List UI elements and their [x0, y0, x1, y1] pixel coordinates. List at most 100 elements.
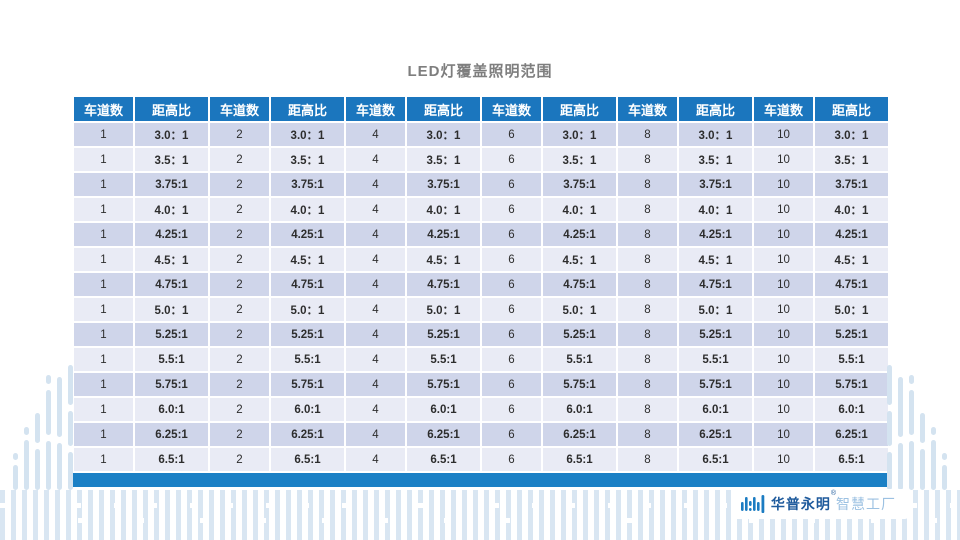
ratio-cell: 4.75:1 — [543, 273, 616, 296]
lane-cell: 2 — [210, 148, 269, 171]
lane-cell: 2 — [210, 348, 269, 371]
ratio-cell: 3.75:1 — [135, 173, 208, 196]
lane-cell: 1 — [74, 373, 133, 396]
column-header: 车道数 — [74, 97, 133, 121]
lane-cell: 8 — [618, 123, 677, 146]
lane-cell: 8 — [618, 348, 677, 371]
ratio-cell: 5.0：1 — [543, 298, 616, 321]
ratio-cell: 4.25:1 — [815, 223, 888, 246]
ratio-cell: 3.0：1 — [271, 123, 344, 146]
ratio-cell: 6.0:1 — [679, 398, 752, 421]
column-header: 距高比 — [271, 97, 344, 121]
lane-cell: 10 — [754, 198, 813, 221]
lane-cell: 6 — [482, 223, 541, 246]
ratio-cell: 3.75:1 — [271, 173, 344, 196]
table-row: 1 6.0:1 2 6.0:1 4 6.0:1 6 6.0:1 8 6.0:1 10 6.0:1 — [74, 398, 888, 421]
lane-cell: 6 — [482, 448, 541, 471]
lane-cell: 10 — [754, 273, 813, 296]
lane-cell: 4 — [346, 223, 405, 246]
lane-cell: 2 — [210, 373, 269, 396]
ratio-cell: 4.0：1 — [543, 198, 616, 221]
ratio-cell: 3.75:1 — [407, 173, 480, 196]
column-header: 距高比 — [679, 97, 752, 121]
column-header: 距高比 — [407, 97, 480, 121]
ratio-cell: 4.0：1 — [271, 198, 344, 221]
table-row: 1 4.75:1 2 4.75:1 4 4.75:1 6 4.75:1 8 4.75:1 10 4.7… — [74, 273, 888, 296]
lane-cell: 8 — [618, 173, 677, 196]
ratio-cell: 3.5：1 — [271, 148, 344, 171]
ratio-cell: 5.75:1 — [815, 373, 888, 396]
lane-cell: 6 — [482, 323, 541, 346]
ratio-cell: 5.5:1 — [407, 348, 480, 371]
lane-cell: 2 — [210, 223, 269, 246]
table-row: 1 5.5:1 2 5.5:1 4 5.5:1 6 5.5:1 8 5.5:1 10 5.5:1 — [74, 348, 888, 371]
ratio-cell: 6.0:1 — [135, 398, 208, 421]
lane-cell: 2 — [210, 198, 269, 221]
lane-cell: 10 — [754, 448, 813, 471]
brand-primary-text: 华普永明 — [770, 496, 831, 512]
column-header: 距高比 — [815, 97, 888, 121]
column-header: 车道数 — [210, 97, 269, 121]
lane-cell: 6 — [482, 423, 541, 446]
lane-cell: 8 — [618, 398, 677, 421]
header-row: 车道数 距高比 车道数 距高比 车道数 距高比 车道数 距高比 车道数 距高比 车道数 距高比 — [74, 97, 888, 121]
lane-cell: 10 — [754, 323, 813, 346]
ratio-cell: 3.0：1 — [135, 123, 208, 146]
table-row: 1 6.5:1 2 6.5:1 4 6.5:1 6 6.5:1 8 6.5:1 10 6.5:1 — [74, 448, 888, 471]
ratio-cell: 3.0：1 — [543, 123, 616, 146]
ratio-cell: 5.25:1 — [271, 323, 344, 346]
ratio-cell: 6.25:1 — [271, 423, 344, 446]
lane-cell: 4 — [346, 323, 405, 346]
lane-cell: 6 — [482, 348, 541, 371]
brand-name-text: 华普永明®智慧工厂 — [770, 490, 896, 514]
brand-secondary-text: 智慧工厂 — [836, 496, 896, 512]
ratio-cell: 5.75:1 — [271, 373, 344, 396]
lane-cell: 10 — [754, 398, 813, 421]
table-row: 1 6.25:1 2 6.25:1 4 6.25:1 6 6.25:1 8 6.25:1 10 6.2… — [74, 423, 888, 446]
ratio-cell: 3.0：1 — [815, 123, 888, 146]
table-row: 1 4.0：1 2 4.0：1 4 4.0：1 6 4.0：1 8 4.0：1 10 4.0：1 — [74, 198, 888, 221]
lane-cell: 1 — [74, 148, 133, 171]
lane-cell: 2 — [210, 273, 269, 296]
ratio-cell: 4.5：1 — [135, 248, 208, 271]
lane-cell: 1 — [74, 348, 133, 371]
lane-cell: 1 — [74, 273, 133, 296]
ratio-cell: 3.5：1 — [135, 148, 208, 171]
ratio-cell: 5.0：1 — [271, 298, 344, 321]
lane-cell: 10 — [754, 348, 813, 371]
ratio-cell: 3.5：1 — [407, 148, 480, 171]
table-row: 1 5.0：1 2 5.0：1 4 5.0：1 6 5.0：1 8 5.0：1 10 5.0：1 — [74, 298, 888, 321]
lane-cell: 4 — [346, 298, 405, 321]
ratio-cell: 3.75:1 — [815, 173, 888, 196]
lane-cell: 6 — [482, 298, 541, 321]
lane-cell: 6 — [482, 148, 541, 171]
ratio-cell: 6.5:1 — [407, 448, 480, 471]
ratio-cell: 4.5：1 — [407, 248, 480, 271]
lane-cell: 4 — [346, 173, 405, 196]
lane-cell: 6 — [482, 198, 541, 221]
ratio-cell: 6.0:1 — [815, 398, 888, 421]
lane-cell: 10 — [754, 173, 813, 196]
ratio-cell: 6.25:1 — [407, 423, 480, 446]
lane-cell: 10 — [754, 423, 813, 446]
ratio-cell: 4.5：1 — [815, 248, 888, 271]
lane-cell: 10 — [754, 248, 813, 271]
lane-cell: 4 — [346, 373, 405, 396]
lane-cell: 6 — [482, 273, 541, 296]
ratio-cell: 5.5:1 — [543, 348, 616, 371]
ratio-cell: 4.5：1 — [271, 248, 344, 271]
lane-cell: 8 — [618, 323, 677, 346]
ratio-cell: 6.5:1 — [815, 448, 888, 471]
ratio-cell: 6.5:1 — [135, 448, 208, 471]
lane-cell: 4 — [346, 123, 405, 146]
lane-cell: 1 — [74, 398, 133, 421]
column-header: 距高比 — [135, 97, 208, 121]
ratio-cell: 5.5:1 — [271, 348, 344, 371]
ratio-cell: 5.5:1 — [679, 348, 752, 371]
ratio-cell: 6.0:1 — [407, 398, 480, 421]
lane-cell: 4 — [346, 423, 405, 446]
ratio-cell: 4.0：1 — [407, 198, 480, 221]
column-header: 距高比 — [543, 97, 616, 121]
lane-cell: 1 — [74, 248, 133, 271]
